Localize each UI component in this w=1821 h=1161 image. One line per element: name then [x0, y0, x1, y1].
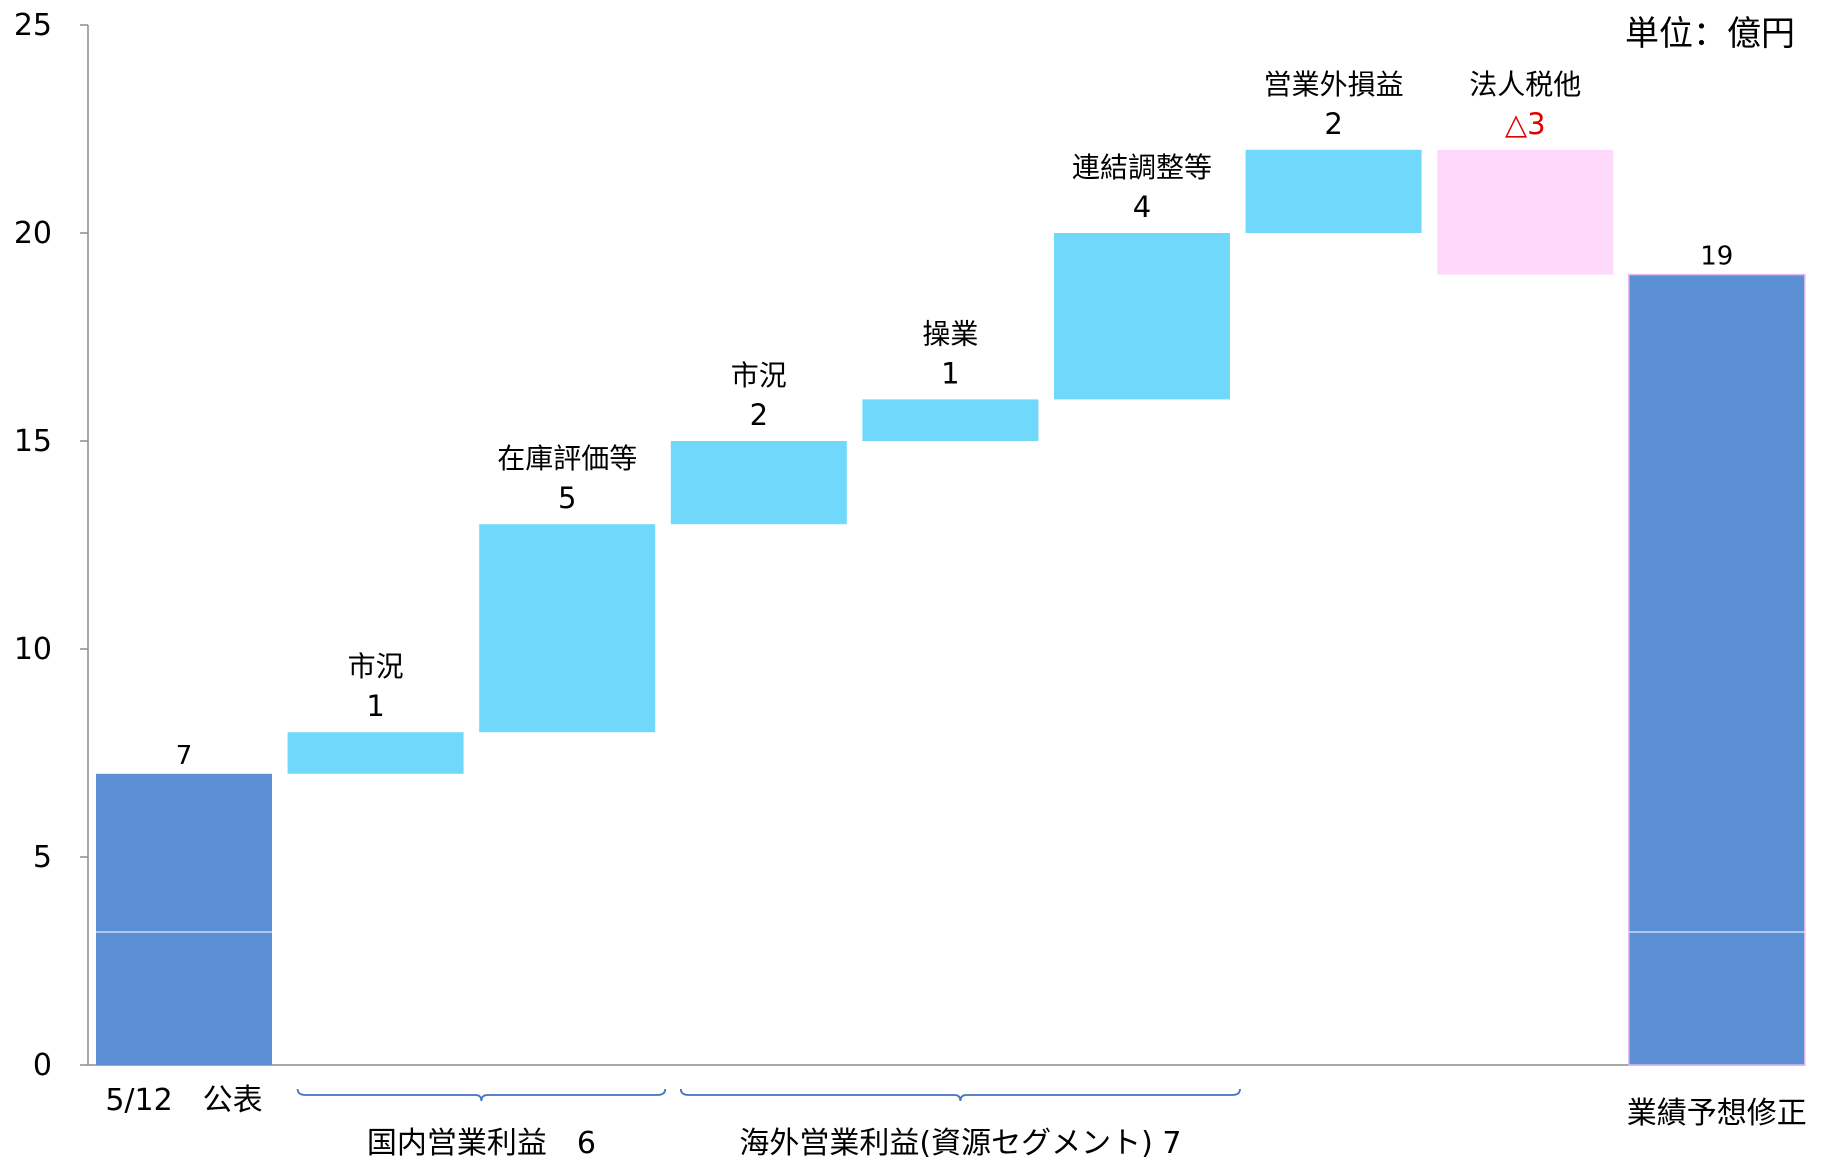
data-label: 7	[176, 741, 193, 771]
y-tick-label: 25	[14, 8, 52, 43]
group-label: 海外営業利益(資源セグメント) 7	[739, 1126, 1181, 1161]
delta-bar	[862, 399, 1039, 441]
group-label: 国内営業利益 6	[367, 1126, 596, 1161]
total-bar	[96, 773, 272, 1065]
bar-category-label: 在庫評価等	[497, 442, 637, 475]
group-brace	[679, 1088, 1241, 1102]
total-bar	[1628, 273, 1806, 1066]
data-label: 1	[941, 356, 959, 390]
data-label: 5	[558, 481, 576, 515]
delta-bar	[670, 441, 847, 525]
delta-bar	[1054, 233, 1230, 400]
bar-category-label: 操業	[922, 317, 978, 350]
y-tick-label: 0	[33, 1048, 52, 1083]
delta-bar	[1245, 149, 1422, 233]
delta-bar	[1437, 149, 1614, 275]
y-tick-label: 15	[14, 424, 52, 459]
data-label: 4	[1133, 190, 1151, 224]
bar-category-label: 営業外損益	[1264, 68, 1404, 101]
data-label: 19	[1700, 242, 1733, 272]
delta-bar	[287, 732, 464, 774]
data-label: 1	[366, 689, 384, 723]
y-tick-label: 10	[14, 632, 52, 667]
delta-bar	[479, 524, 656, 733]
x-category-label: 5/12 公表	[105, 1083, 262, 1118]
group-brace	[296, 1088, 667, 1102]
bar-category-label: 市況	[731, 359, 787, 392]
data-label: 2	[1324, 107, 1342, 141]
x-category-label: 業績予想修正	[1627, 1096, 1807, 1131]
data-label: △3	[1505, 107, 1546, 141]
unit-label: 単位：億円	[1625, 14, 1795, 54]
y-tick-label: 5	[33, 840, 52, 875]
bar-category-label: 市況	[348, 650, 404, 683]
data-label: 2	[750, 398, 768, 432]
y-tick-label: 20	[14, 216, 52, 251]
bar-category-label: 法人税他	[1469, 68, 1581, 101]
bar-category-label: 連結調整等	[1072, 151, 1212, 184]
